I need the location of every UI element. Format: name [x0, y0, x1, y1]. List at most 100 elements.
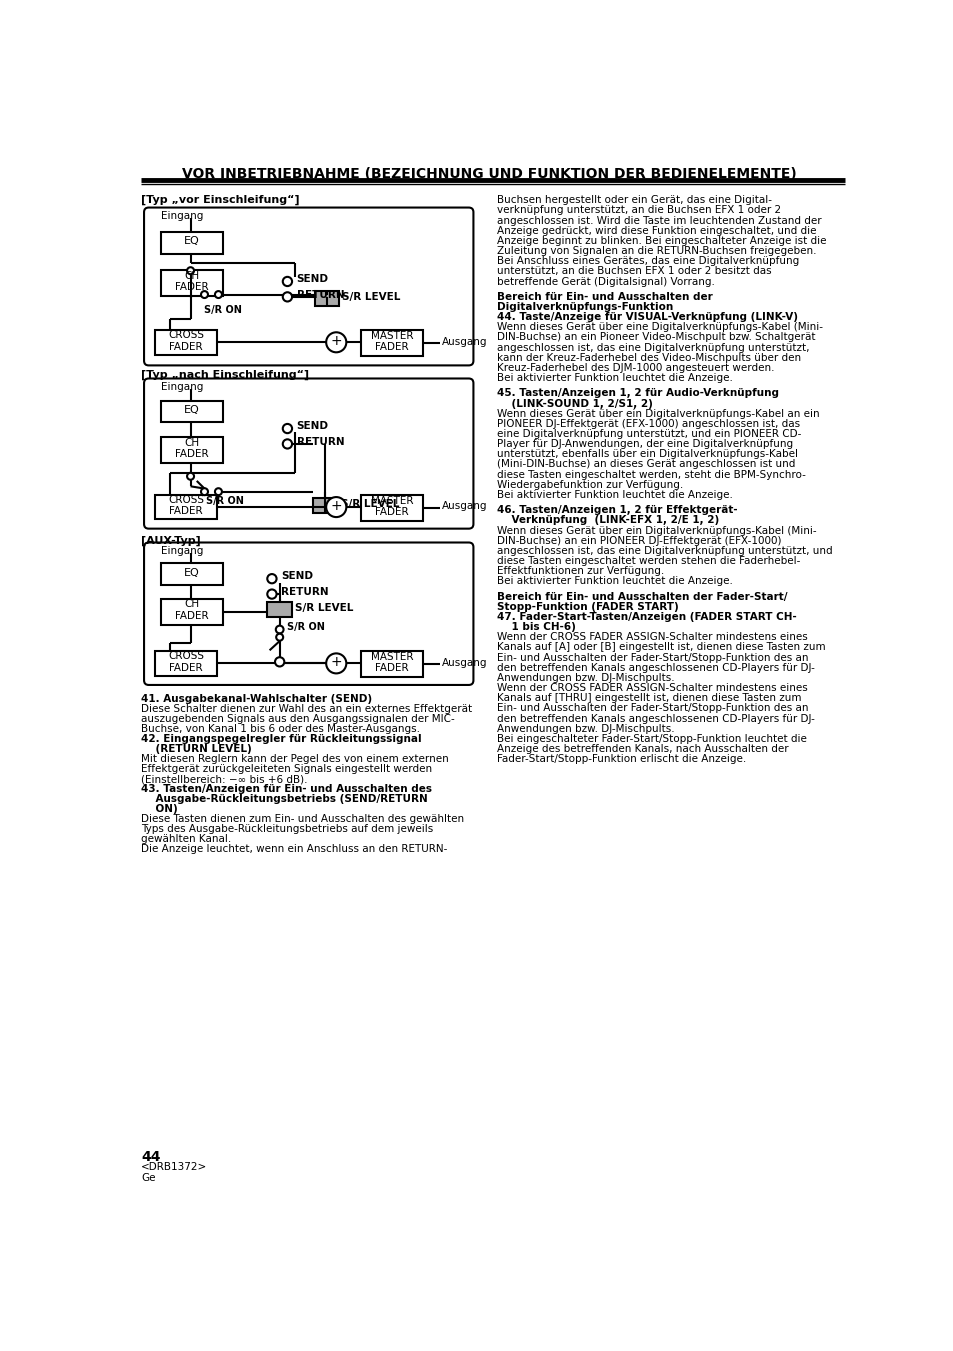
Bar — [314, 290, 339, 307]
Text: Bei aktivierter Funktion leuchtet die Anzeige.: Bei aktivierter Funktion leuchtet die An… — [497, 490, 733, 500]
Text: S/R ON: S/R ON — [204, 304, 242, 315]
Text: +: + — [330, 334, 342, 347]
Text: Eingang: Eingang — [161, 546, 203, 555]
Text: ON): ON) — [141, 804, 177, 815]
Text: Kanals auf [THRU] eingestellt ist, dienen diese Tasten zum: Kanals auf [THRU] eingestellt ist, diene… — [497, 693, 801, 704]
Circle shape — [274, 657, 284, 666]
Text: PIONEER DJ-Effektgerät (EFX-1000) angeschlossen ist, das: PIONEER DJ-Effektgerät (EFX-1000) angesc… — [497, 419, 800, 428]
Circle shape — [282, 277, 292, 286]
Bar — [154, 651, 216, 676]
Text: SEND: SEND — [296, 274, 329, 284]
Text: den betreffenden Kanals angeschlossenen CD-Players für DJ-: den betreffenden Kanals angeschlossenen … — [497, 713, 815, 724]
Text: 47. Fader-Start-Tasten/Anzeigen (FADER START CH-: 47. Fader-Start-Tasten/Anzeigen (FADER S… — [497, 612, 797, 621]
Text: Ausgabe-Rückleitungsbetriebs (SEND/RETURN: Ausgabe-Rückleitungsbetriebs (SEND/RETUR… — [141, 794, 427, 804]
Text: Diese Schalter dienen zur Wahl des an ein externes Effektgerät: Diese Schalter dienen zur Wahl des an ei… — [141, 704, 472, 715]
Text: S/R LEVEL: S/R LEVEL — [294, 603, 354, 613]
Bar — [360, 494, 422, 521]
FancyBboxPatch shape — [144, 543, 473, 685]
Text: CROSS
FADER: CROSS FADER — [168, 330, 204, 351]
Text: MASTER
FADER: MASTER FADER — [371, 331, 413, 353]
Text: auszugebenden Signals aus den Ausgangssignalen der MIC-: auszugebenden Signals aus den Ausgangssi… — [141, 715, 455, 724]
Text: Wenn der CROSS FADER ASSIGN-Schalter mindestens eines: Wenn der CROSS FADER ASSIGN-Schalter min… — [497, 684, 807, 693]
Text: CH
FADER: CH FADER — [175, 270, 209, 292]
Circle shape — [275, 626, 283, 634]
Circle shape — [326, 654, 346, 673]
Text: (RETURN LEVEL): (RETURN LEVEL) — [141, 744, 252, 754]
Text: DIN-Buchse) an ein Pioneer Video-Mischpult bzw. Schaltgerät: DIN-Buchse) an ein Pioneer Video-Mischpu… — [497, 332, 815, 342]
Text: Eingang: Eingang — [161, 211, 203, 220]
Text: (Einstellbereich: −∞ bis +6 dB).: (Einstellbereich: −∞ bis +6 dB). — [141, 774, 307, 785]
Text: Bereich für Ein- und Ausschalten der Fader-Start/: Bereich für Ein- und Ausschalten der Fad… — [497, 592, 787, 601]
Circle shape — [276, 634, 283, 640]
Text: Bei aktivierter Funktion leuchtet die Anzeige.: Bei aktivierter Funktion leuchtet die An… — [497, 373, 733, 384]
Text: <DRB1372>: <DRB1372> — [141, 1162, 207, 1173]
Text: Kanals auf [A] oder [B] eingestellt ist, dienen diese Tasten zum: Kanals auf [A] oder [B] eingestellt ist,… — [497, 643, 825, 653]
Text: Anzeige des betreffenden Kanals, nach Ausschalten der: Anzeige des betreffenden Kanals, nach Au… — [497, 744, 788, 754]
Text: SEND: SEND — [281, 571, 313, 581]
Text: MASTER
FADER: MASTER FADER — [371, 496, 413, 517]
Text: RETURN: RETURN — [281, 586, 329, 597]
Text: Wenn dieses Gerät über eine Digitalverknüpfungs-Kabel (Mini-: Wenn dieses Gerät über eine Digitalverkn… — [497, 323, 822, 332]
Text: (Mini-DIN-Buchse) an dieses Gerät angeschlossen ist und: (Mini-DIN-Buchse) an dieses Gerät angesc… — [497, 459, 795, 470]
Text: Ausgang: Ausgang — [441, 501, 487, 511]
Text: S/R LEVEL: S/R LEVEL — [342, 292, 400, 301]
Circle shape — [282, 424, 292, 434]
Bar — [313, 497, 337, 513]
Text: Wiedergabefunktion zur Verfügung.: Wiedergabefunktion zur Verfügung. — [497, 480, 683, 490]
Circle shape — [201, 488, 208, 496]
FancyBboxPatch shape — [144, 208, 473, 365]
Text: diese Tasten eingeschaltet werden, steht die BPM-Synchro-: diese Tasten eingeschaltet werden, steht… — [497, 470, 805, 480]
Text: [Typ „vor Einschleifung“]: [Typ „vor Einschleifung“] — [141, 196, 299, 205]
Text: angeschlossen ist, das eine Digitalverknüpfung unterstützt, und: angeschlossen ist, das eine Digitalverkn… — [497, 546, 832, 555]
Circle shape — [187, 473, 193, 480]
Text: S/R ON: S/R ON — [287, 623, 325, 632]
Text: Wenn dieses Gerät über ein Digitalverknüpfungs-Kabel (Mini-: Wenn dieses Gerät über ein Digitalverknü… — [497, 526, 816, 535]
Text: Diese Tasten dienen zum Ein- und Ausschalten des gewählten: Diese Tasten dienen zum Ein- und Ausscha… — [141, 815, 463, 824]
Text: SEND: SEND — [296, 422, 329, 431]
Circle shape — [214, 488, 222, 496]
Text: Bei eingeschalteter Fader-Start/Stopp-Funktion leuchtet die: Bei eingeschalteter Fader-Start/Stopp-Fu… — [497, 734, 806, 744]
Text: gewählten Kanal.: gewählten Kanal. — [141, 835, 231, 844]
Text: Bei aktivierter Funktion leuchtet die Anzeige.: Bei aktivierter Funktion leuchtet die An… — [497, 577, 733, 586]
Bar — [161, 401, 223, 423]
Text: Effektfunktionen zur Verfügung.: Effektfunktionen zur Verfügung. — [497, 566, 664, 577]
Text: [AUX-Typ]: [AUX-Typ] — [141, 535, 200, 546]
Text: Mit diesen Reglern kann der Pegel des von einem externen: Mit diesen Reglern kann der Pegel des vo… — [141, 754, 448, 765]
Text: diese Tasten eingeschaltet werden stehen die Faderhebel-: diese Tasten eingeschaltet werden stehen… — [497, 557, 800, 566]
Text: Verknüpfung  (LINK-EFX 1, 2/E 1, 2): Verknüpfung (LINK-EFX 1, 2/E 1, 2) — [497, 515, 719, 526]
Text: DIN-Buchse) an ein PIONEER DJ-Effektgerät (EFX-1000): DIN-Buchse) an ein PIONEER DJ-Effektgerä… — [497, 536, 781, 546]
Circle shape — [282, 292, 292, 301]
Text: Eingang: Eingang — [161, 381, 203, 392]
Bar — [161, 232, 223, 254]
Text: S/R ON: S/R ON — [206, 496, 244, 507]
Text: 41. Ausgabekanal-Wahlschalter (SEND): 41. Ausgabekanal-Wahlschalter (SEND) — [141, 694, 372, 704]
Text: S/R LEVEL: S/R LEVEL — [340, 499, 399, 509]
Bar — [360, 651, 422, 677]
Text: RETURN: RETURN — [296, 289, 344, 300]
Text: MASTER
FADER: MASTER FADER — [371, 651, 413, 673]
Text: CROSS
FADER: CROSS FADER — [168, 494, 204, 516]
Text: Anwendungen bzw. DJ-Mischpults.: Anwendungen bzw. DJ-Mischpults. — [497, 724, 675, 734]
Bar — [161, 598, 223, 626]
Text: Ausgang: Ausgang — [441, 336, 487, 346]
Text: kann der Kreuz-Faderhebel des Video-Mischpults über den: kann der Kreuz-Faderhebel des Video-Misc… — [497, 353, 801, 363]
Text: RETURN: RETURN — [296, 436, 344, 447]
Bar — [267, 601, 292, 617]
Text: 44. Taste/Anzeige für VISUAL-Verknüpfung (LINK-V): 44. Taste/Anzeige für VISUAL-Verknüpfung… — [497, 312, 798, 322]
Text: Buchsen hergestellt oder ein Gerät, das eine Digital-: Buchsen hergestellt oder ein Gerät, das … — [497, 196, 772, 205]
Text: Effektgerät zurückgeleiteten Signals eingestellt werden: Effektgerät zurückgeleiteten Signals ein… — [141, 765, 432, 774]
Text: Die Anzeige leuchtet, wenn ein Anschluss an den RETURN-: Die Anzeige leuchtet, wenn ein Anschluss… — [141, 844, 447, 854]
FancyBboxPatch shape — [144, 378, 473, 528]
Bar — [161, 436, 223, 463]
Text: den betreffenden Kanals angeschlossenen CD-Players für DJ-: den betreffenden Kanals angeschlossenen … — [497, 663, 815, 673]
Text: Wenn der CROSS FADER ASSIGN-Schalter mindestens eines: Wenn der CROSS FADER ASSIGN-Schalter min… — [497, 632, 807, 642]
Bar — [154, 494, 216, 519]
Text: betreffende Gerät (Digitalsignal) Vorrang.: betreffende Gerät (Digitalsignal) Vorran… — [497, 277, 715, 286]
Text: +: + — [330, 499, 342, 512]
Text: Anwendungen bzw. DJ-Mischpults.: Anwendungen bzw. DJ-Mischpults. — [497, 673, 675, 684]
Text: Ge: Ge — [141, 1173, 155, 1183]
Text: 43. Tasten/Anzeigen für Ein- und Ausschalten des: 43. Tasten/Anzeigen für Ein- und Ausscha… — [141, 785, 432, 794]
Text: 44: 44 — [141, 1150, 160, 1165]
Bar — [360, 330, 422, 357]
Text: [Typ „nach Einschleifung“]: [Typ „nach Einschleifung“] — [141, 369, 309, 380]
